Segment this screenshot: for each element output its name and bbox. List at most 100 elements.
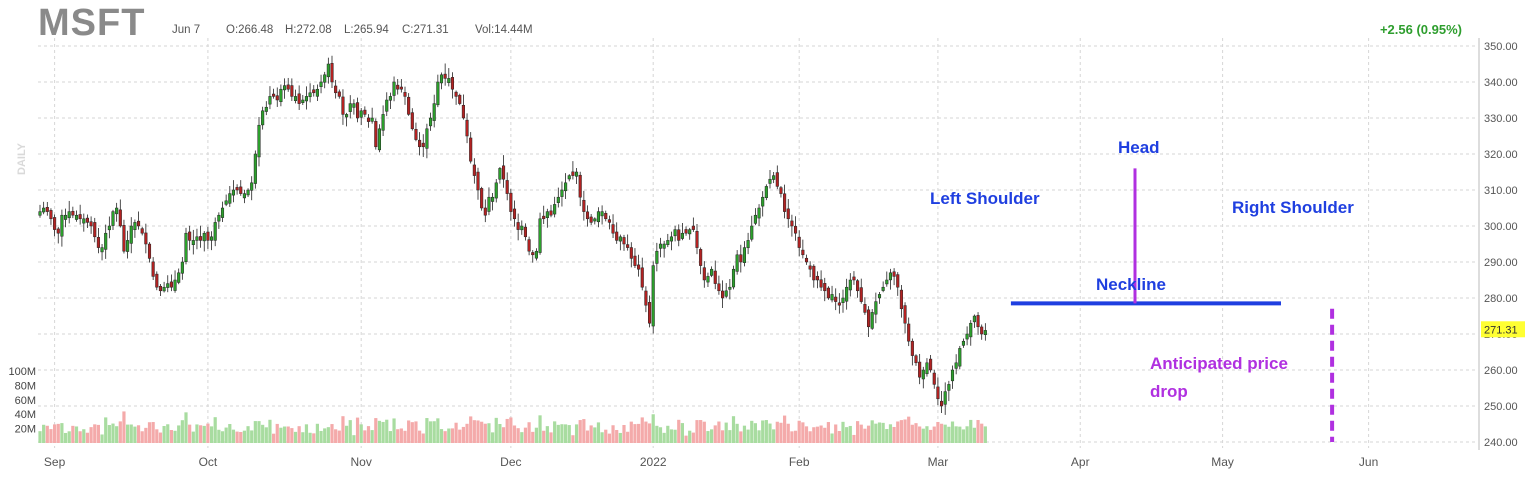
candle-body <box>399 86 403 90</box>
candle-body <box>688 229 692 235</box>
candle-body <box>607 219 611 223</box>
volume-bar <box>235 431 239 443</box>
volume-bar <box>786 423 790 443</box>
volume-bar <box>753 423 757 443</box>
volume-bar <box>268 419 272 443</box>
candle-body <box>297 93 301 104</box>
candle-body <box>877 294 882 299</box>
candle-body <box>742 247 747 263</box>
candle-body <box>334 85 338 94</box>
candle-body <box>272 93 276 97</box>
candle-body <box>888 272 893 281</box>
candle-body <box>560 189 564 197</box>
volume-bar <box>578 420 582 443</box>
date-tick-label: Jun <box>1359 455 1378 469</box>
volume-bar <box>85 432 90 443</box>
volume-bar <box>538 415 542 443</box>
period-label: DAILY <box>16 143 28 175</box>
volume-bar <box>783 415 787 443</box>
volume-bar <box>611 425 615 443</box>
volume-bar <box>224 427 228 443</box>
volume-bar <box>63 432 68 443</box>
volume-bar <box>377 420 382 443</box>
candle-body <box>202 232 206 242</box>
candle-body <box>49 210 53 220</box>
candle-body <box>527 239 531 252</box>
volume-bar <box>428 421 433 443</box>
volume-bar <box>658 427 663 443</box>
candle-body <box>669 236 674 242</box>
volume-bar <box>133 426 137 443</box>
volume-bar <box>976 419 980 443</box>
volume-bar <box>669 429 674 443</box>
volume-bar <box>845 427 849 443</box>
volume-bar <box>954 426 958 443</box>
candle-body <box>856 280 860 292</box>
candle-body <box>929 358 933 371</box>
left-shoulder-label: Left Shoulder <box>930 189 1040 208</box>
candle-body <box>315 88 319 97</box>
volume-bar <box>852 434 856 443</box>
candle-body <box>319 81 323 87</box>
candle-body <box>724 290 728 297</box>
candle-body <box>841 297 845 304</box>
volume-bar <box>830 433 834 443</box>
volume-bar <box>574 424 579 443</box>
volume-bar <box>834 424 838 443</box>
candle-body <box>56 228 60 234</box>
candle-body <box>235 187 239 191</box>
volume-bar <box>688 430 692 443</box>
candle-body <box>89 221 93 227</box>
candle-body <box>615 231 619 241</box>
volume-bar <box>644 421 648 443</box>
volume-bar <box>447 428 451 443</box>
candle-body <box>881 286 885 291</box>
date-axis: Sep Oct Nov Dec 2022 Feb Mar Apr May Jun <box>44 455 1378 469</box>
volume-bar <box>250 430 254 443</box>
candle-body <box>122 225 126 252</box>
volume-bar <box>761 420 765 443</box>
volume-bar <box>60 423 64 443</box>
volume-bar <box>414 421 418 443</box>
candle-body <box>523 226 528 238</box>
candle-body <box>556 196 560 203</box>
volume-bar <box>914 423 918 443</box>
candle-body <box>538 218 542 253</box>
volume-bar <box>348 420 352 443</box>
candle-body <box>129 225 133 244</box>
candle-body <box>151 261 155 277</box>
volume-bar <box>162 426 166 443</box>
candle-body <box>735 254 739 272</box>
candle-body <box>286 84 290 90</box>
volume-bar <box>863 428 867 443</box>
candle-body <box>301 99 305 103</box>
candle-body <box>633 255 637 266</box>
volume-bar <box>848 425 852 443</box>
volume-bar <box>972 427 976 443</box>
candle-body <box>680 232 684 239</box>
volume-bar <box>542 430 546 443</box>
volume-bar <box>111 423 115 443</box>
candle-body <box>425 128 429 149</box>
volume-bar <box>918 426 922 443</box>
candle-body <box>812 265 816 281</box>
volume-bar <box>925 426 929 443</box>
candle-body <box>564 182 568 192</box>
candle-body <box>648 302 652 324</box>
volume-bar <box>231 429 236 443</box>
anticipated-drop-label-1: Anticipated price <box>1150 354 1288 373</box>
volume-bar <box>939 423 944 443</box>
candle-body <box>407 96 411 115</box>
volume-bar <box>943 424 947 443</box>
candle-body <box>494 182 498 199</box>
candle-body <box>356 102 360 119</box>
date-tick-label: Dec <box>500 455 521 469</box>
candle-body <box>184 232 188 263</box>
volume-bar <box>107 425 111 443</box>
volume-bar <box>166 424 170 443</box>
volume-bar <box>965 426 969 443</box>
volume-bar <box>567 425 571 443</box>
volume-tick-label: 40M <box>15 409 36 421</box>
candle-body <box>794 226 798 234</box>
